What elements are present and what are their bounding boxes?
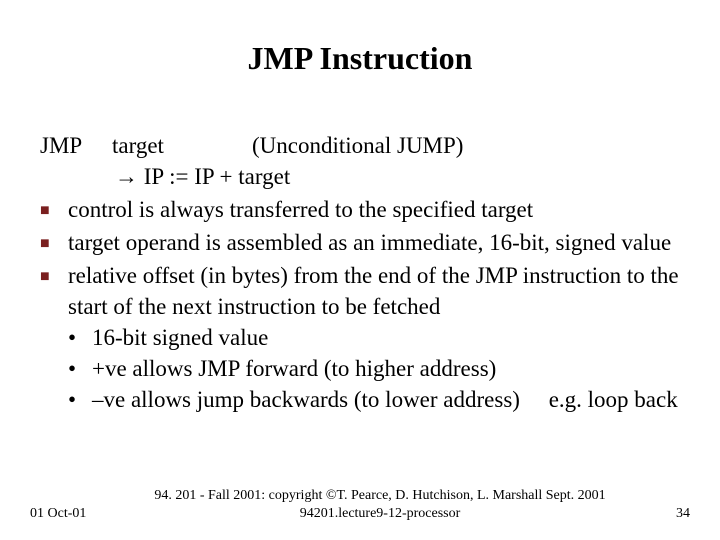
- sub-bullet-text: +ve allows JMP forward (to higher addres…: [92, 353, 690, 384]
- dot-bullet-icon: •: [68, 384, 92, 415]
- footer-line2: 94201.lecture9-12-processor: [300, 506, 461, 521]
- slide: JMP Instruction JMP target (Unconditiona…: [0, 0, 720, 540]
- slide-title: JMP Instruction: [0, 40, 720, 77]
- square-bullet-icon: ■: [40, 194, 68, 225]
- effect-line: → IP := IP + target: [40, 161, 690, 192]
- square-bullet-icon: ■: [40, 260, 68, 291]
- slide-body: JMP target (Unconditional JUMP) → IP := …: [40, 130, 690, 415]
- bullet-text: relative offset (in bytes) from the end …: [68, 260, 690, 322]
- dot-bullet-icon: •: [68, 322, 92, 353]
- sub-bullet-item: • +ve allows JMP forward (to higher addr…: [68, 353, 690, 384]
- footer-page-number: 34: [650, 506, 690, 522]
- footer-date: 01 Oct-01: [30, 506, 110, 522]
- square-bullet-icon: ■: [40, 227, 68, 258]
- mnemonic-label: JMP: [40, 130, 100, 161]
- sub-bullet-item: • 16-bit signed value: [68, 322, 690, 353]
- bullet-item: ■ target operand is assembled as an imme…: [40, 227, 690, 258]
- bullet-item: ■ control is always transferred to the s…: [40, 194, 690, 225]
- sub-bullet-text: –ve allows jump backwards (to lower addr…: [92, 384, 690, 415]
- syntax-comment: (Unconditional JUMP): [252, 130, 690, 161]
- sub-bullet-item: • –ve allows jump backwards (to lower ad…: [68, 384, 690, 415]
- sub-bullet-main: –ve allows jump backwards (to lower addr…: [92, 387, 520, 412]
- operand-label: target: [100, 130, 252, 161]
- footer-copyright: 94. 201 - Fall 2001: copyright ©T. Pearc…: [110, 487, 650, 522]
- slide-footer: 01 Oct-01 94. 201 - Fall 2001: copyright…: [30, 487, 690, 522]
- bullet-item: ■ relative offset (in bytes) from the en…: [40, 260, 690, 322]
- bullet-text: target operand is assembled as an immedi…: [68, 227, 690, 258]
- bullet-text: control is always transferred to the spe…: [68, 194, 690, 225]
- dot-bullet-icon: •: [68, 353, 92, 384]
- syntax-line: JMP target (Unconditional JUMP): [40, 130, 690, 161]
- sub-bullet-text: 16-bit signed value: [92, 322, 690, 353]
- sub-bullet-tail: e.g. loop back: [549, 384, 678, 415]
- footer-line1: 94. 201 - Fall 2001: copyright ©T. Pearc…: [154, 488, 605, 503]
